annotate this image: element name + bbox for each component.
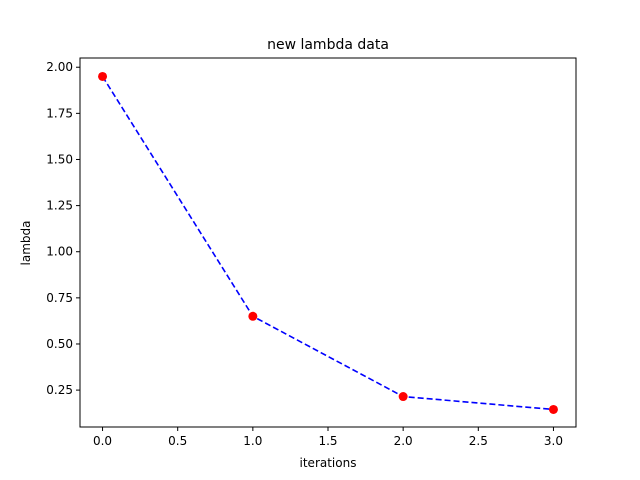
x-tick-label: 0.5 <box>168 434 187 448</box>
data-point <box>398 392 408 402</box>
y-axis: 0.25 0.50 0.75 1.00 1.25 1.50 1.75 2.00 <box>46 60 80 397</box>
chart-title: new lambda data <box>267 37 389 53</box>
x-tick-label: 1.0 <box>243 434 262 448</box>
y-tick-label: 0.50 <box>46 337 73 351</box>
x-axis: 0.0 0.5 1.0 1.5 2.0 2.5 3.0 <box>93 427 563 448</box>
x-axis-label: iterations <box>300 456 357 470</box>
x-tick-label: 3.0 <box>544 434 563 448</box>
x-tick-label: 2.0 <box>394 434 413 448</box>
y-tick-label: 0.25 <box>46 383 73 397</box>
x-tick-label: 2.5 <box>469 434 488 448</box>
plot-area <box>79 57 577 428</box>
x-tick-label: 0.0 <box>93 434 112 448</box>
data-point <box>548 404 558 414</box>
y-tick-label: 2.00 <box>46 60 73 74</box>
y-axis-label: lambda <box>19 221 33 266</box>
x-tick-label: 1.5 <box>318 434 337 448</box>
data-point <box>248 311 258 321</box>
series-group <box>98 71 558 414</box>
y-tick-label: 1.25 <box>46 199 73 213</box>
y-tick-label: 1.50 <box>46 152 73 166</box>
data-point <box>98 71 108 81</box>
y-tick-label: 1.75 <box>46 106 73 120</box>
y-tick-label: 1.00 <box>46 245 73 259</box>
y-tick-label: 0.75 <box>46 291 73 305</box>
